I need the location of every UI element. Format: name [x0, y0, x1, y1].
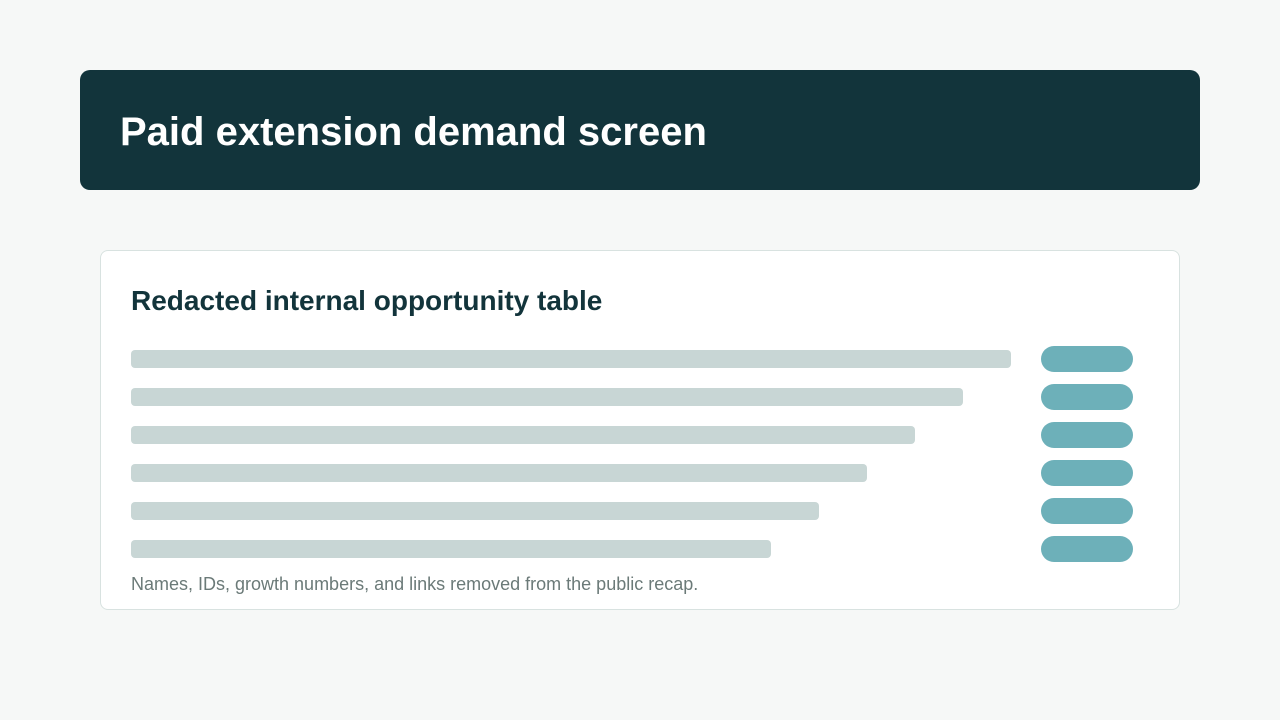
card-title: Redacted internal opportunity table: [131, 285, 603, 316]
redacted-name-bar: [131, 426, 915, 444]
redacted-status-pill: [1041, 422, 1133, 448]
redaction-footnote: Names, IDs, growth numbers, and links re…: [131, 574, 699, 594]
redacted-status-pill: [1041, 536, 1133, 562]
opportunity-card: Redacted internal opportunity table Name…: [100, 250, 1180, 610]
redacted-status-pill: [1041, 498, 1133, 524]
redacted-name-bar: [131, 388, 963, 406]
redacted-name-bar: [131, 350, 1011, 368]
redacted-name-bar: [131, 502, 819, 520]
redacted-status-pill: [1041, 346, 1133, 372]
redacted-status-pill: [1041, 460, 1133, 486]
redacted-name-bar: [131, 464, 867, 482]
page-header: Paid extension demand screen: [80, 70, 1200, 190]
redacted-status-pill: [1041, 384, 1133, 410]
page-title: Paid extension demand screen: [120, 110, 707, 154]
redacted-name-bar: [131, 540, 771, 558]
